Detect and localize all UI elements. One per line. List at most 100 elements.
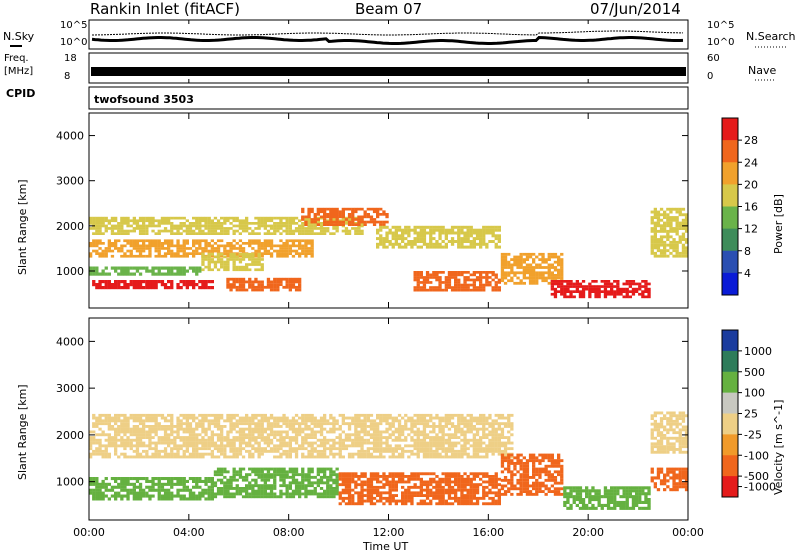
data-cell bbox=[479, 441, 483, 445]
data-cell bbox=[407, 475, 411, 478]
data-cell bbox=[419, 413, 423, 417]
data-cell bbox=[213, 265, 218, 269]
data-cell bbox=[298, 229, 302, 233]
data-cell bbox=[429, 281, 433, 284]
data-cell bbox=[210, 477, 214, 481]
data-cell bbox=[192, 266, 196, 270]
data-cell bbox=[213, 484, 218, 488]
data-cell bbox=[457, 483, 461, 487]
data-cell bbox=[444, 276, 448, 279]
data-cell bbox=[157, 449, 161, 453]
data-cell bbox=[138, 227, 143, 230]
data-cell bbox=[260, 216, 264, 220]
data-cell bbox=[254, 438, 258, 442]
data-cell bbox=[606, 290, 611, 293]
data-cell bbox=[104, 219, 108, 223]
data-cell bbox=[179, 494, 183, 498]
data-cell bbox=[195, 247, 199, 250]
data-cell bbox=[192, 242, 196, 245]
data-cell bbox=[210, 422, 214, 426]
data-cell bbox=[684, 229, 689, 233]
colorbar-tick-label: 12 bbox=[744, 223, 758, 236]
data-cell bbox=[410, 449, 414, 453]
data-cell bbox=[101, 216, 105, 220]
data-cell bbox=[388, 472, 392, 476]
data-cell bbox=[229, 413, 233, 417]
data-cell bbox=[142, 427, 146, 431]
data-cell bbox=[360, 494, 364, 497]
data-cell bbox=[422, 237, 427, 241]
data-cell bbox=[332, 478, 336, 482]
data-cell bbox=[120, 479, 124, 483]
data-cell bbox=[138, 272, 143, 276]
data-cell bbox=[220, 492, 224, 496]
data-cell bbox=[401, 455, 405, 459]
data-cell bbox=[307, 427, 311, 431]
data-cell bbox=[566, 290, 570, 293]
data-cell bbox=[422, 225, 427, 229]
data-cell bbox=[226, 495, 230, 499]
data-cell bbox=[257, 232, 261, 235]
data-cell bbox=[173, 447, 177, 451]
data-cell bbox=[245, 268, 249, 272]
data-cell bbox=[335, 427, 339, 431]
data-cell bbox=[553, 252, 558, 256]
data-cell bbox=[522, 481, 526, 485]
data-cell bbox=[535, 274, 539, 277]
data-cell bbox=[357, 232, 361, 235]
data-cell bbox=[269, 288, 274, 292]
data-cell bbox=[310, 419, 314, 423]
data-cell bbox=[341, 419, 345, 423]
data-cell bbox=[232, 216, 236, 220]
data-cell bbox=[204, 244, 208, 248]
data-cell bbox=[491, 452, 495, 456]
data-cell bbox=[291, 280, 296, 284]
data-cell bbox=[226, 252, 230, 255]
data-cell bbox=[363, 422, 367, 426]
data-cell bbox=[276, 229, 280, 233]
data-cell bbox=[500, 462, 505, 465]
data-cell bbox=[376, 242, 380, 246]
data-cell bbox=[185, 254, 189, 258]
data-cell bbox=[204, 239, 208, 243]
data-cell bbox=[647, 292, 651, 296]
data-cell bbox=[238, 247, 243, 250]
data-cell bbox=[469, 273, 473, 277]
data-cell bbox=[535, 263, 539, 267]
data-cell bbox=[475, 499, 480, 503]
data-cell bbox=[482, 480, 486, 484]
data-cell bbox=[163, 449, 168, 453]
data-cell bbox=[98, 452, 102, 456]
data-cell bbox=[269, 285, 274, 289]
data-cell bbox=[232, 416, 236, 420]
data-cell bbox=[282, 252, 286, 255]
data-cell bbox=[460, 240, 464, 243]
data-cell bbox=[260, 258, 264, 261]
data-cell bbox=[273, 283, 277, 286]
data-cell bbox=[507, 456, 511, 460]
data-cell bbox=[120, 247, 124, 250]
data-cell bbox=[160, 242, 165, 245]
data-cell bbox=[500, 470, 505, 474]
data-cell bbox=[185, 219, 189, 223]
data-cell bbox=[547, 271, 551, 275]
data-cell bbox=[138, 444, 143, 448]
data-cell bbox=[435, 444, 439, 448]
data-cell bbox=[273, 422, 277, 426]
data-cell bbox=[248, 487, 252, 490]
data-cell bbox=[301, 218, 305, 221]
data-cell bbox=[650, 218, 654, 222]
data-cell bbox=[238, 265, 243, 269]
data-cell bbox=[522, 473, 526, 477]
nave-tick-bottom: 0 bbox=[707, 71, 714, 82]
data-cell bbox=[444, 416, 448, 420]
data-cell bbox=[101, 286, 105, 290]
data-cell bbox=[404, 444, 408, 448]
data-cell bbox=[650, 240, 654, 244]
data-cell bbox=[372, 210, 377, 214]
data-cell bbox=[457, 288, 461, 292]
data-cell bbox=[310, 218, 314, 221]
data-cell bbox=[447, 444, 452, 448]
data-cell bbox=[413, 444, 417, 448]
data-cell bbox=[282, 242, 286, 245]
